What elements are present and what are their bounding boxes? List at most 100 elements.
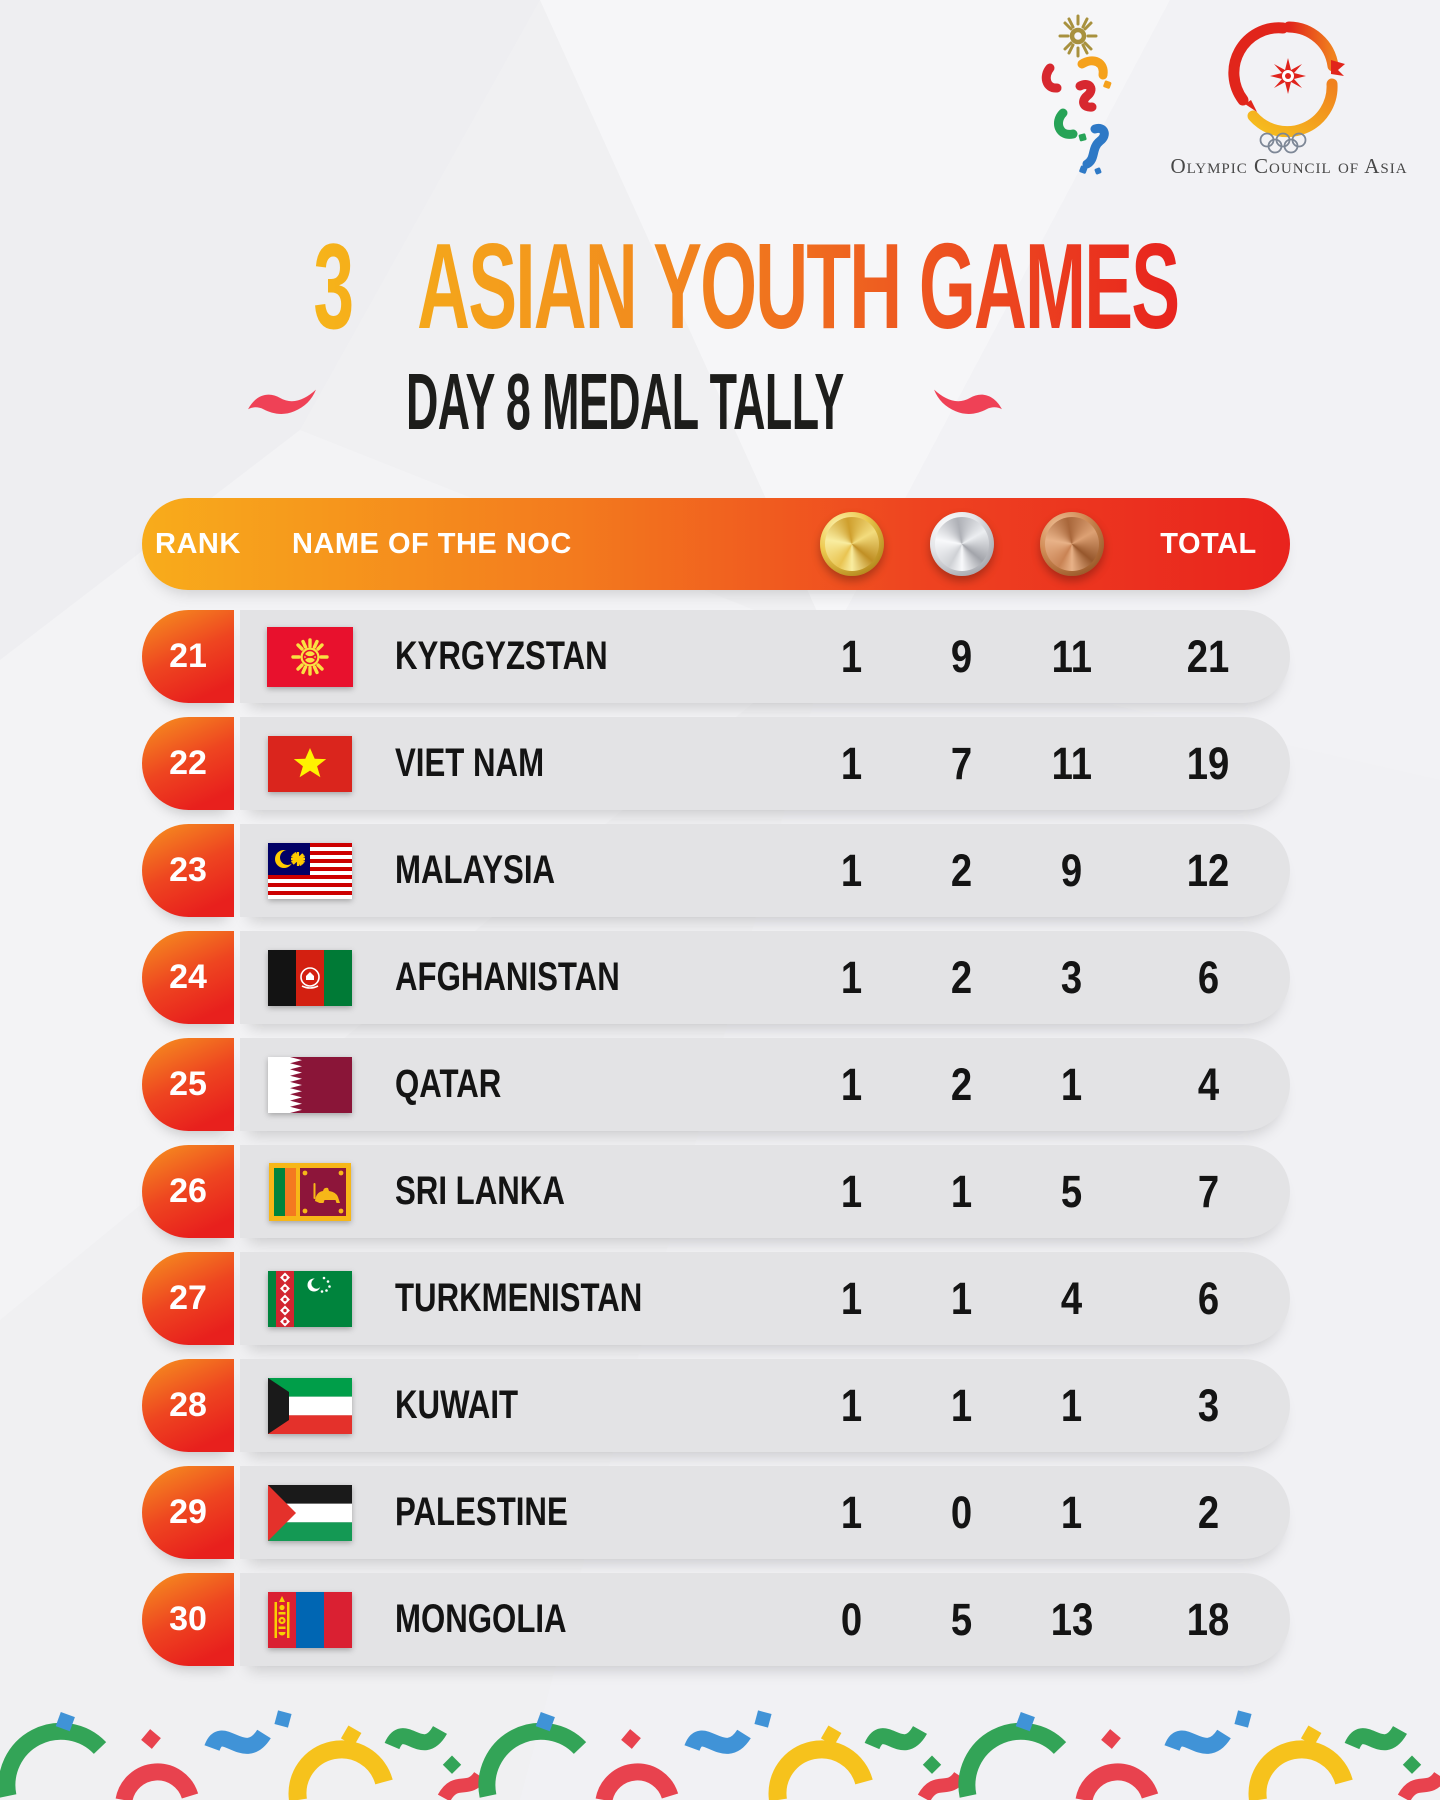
- bronze-count: 1: [1061, 1486, 1083, 1538]
- silver-count: 2: [951, 951, 973, 1003]
- total-count: 21: [1187, 630, 1230, 682]
- noc-name: MONGOLIA: [395, 1597, 567, 1641]
- bronze-count: 11: [1051, 630, 1093, 682]
- row-background: [240, 1038, 1290, 1131]
- asian-youth-games-emblem-icon: [1041, 14, 1112, 175]
- total-count: 18: [1187, 1593, 1230, 1645]
- row-background: [240, 1359, 1290, 1452]
- silver-count: 2: [951, 1058, 973, 1110]
- subtitle: DAY 8 MEDAL TALLY: [406, 357, 844, 446]
- table-row: 24 AFGHANISTAN 1 2 3 6: [142, 931, 1290, 1024]
- gold-count: 1: [841, 1486, 863, 1538]
- rank-badge: 23: [142, 824, 234, 917]
- gold-medal-icon: [820, 512, 884, 576]
- total-count: 12: [1187, 844, 1230, 896]
- gold-count: 1: [841, 1379, 863, 1431]
- row-background: [240, 1252, 1290, 1345]
- table-row: 28 KUWAIT 1 1 1 3: [142, 1359, 1290, 1452]
- silver-count: 1: [951, 1272, 973, 1324]
- confetti-border: [0, 1682, 1440, 1800]
- total-count: 19: [1187, 737, 1230, 789]
- table-row: 26 SRI LANKA 1 1 5 7: [142, 1145, 1290, 1238]
- page-title: 3RD ASIAN YOUTH GAMES: [313, 207, 1179, 354]
- total-count: 3: [1197, 1379, 1220, 1431]
- rank-badge: 24: [142, 931, 234, 1024]
- flag-mongolia-icon: [240, 1573, 380, 1666]
- gold-count: 0: [841, 1593, 863, 1645]
- row-background: [240, 1145, 1290, 1238]
- silver-count: 5: [951, 1593, 973, 1645]
- oca-logo: Olympic Council of Asia: [1163, 20, 1415, 180]
- row-background: [240, 1466, 1290, 1559]
- rank-column-header: RANK: [155, 527, 241, 560]
- noc-column-header: NAME OF THE NOC: [292, 527, 572, 560]
- table-row: 27: [142, 1252, 1290, 1345]
- flag-kyrgyzstan-icon: [240, 610, 380, 703]
- row-background: [240, 717, 1290, 810]
- table-row: 21 KYRGYZSTAN 1 9 11 21: [142, 610, 1290, 703]
- bronze-count: 11: [1051, 737, 1093, 789]
- gold-count: 1: [841, 630, 863, 682]
- row-background: [240, 931, 1290, 1024]
- total-count: 7: [1197, 1165, 1220, 1217]
- rank-badge: 22: [142, 717, 234, 810]
- red-swoosh-right-icon: [934, 389, 1003, 414]
- table-row: 22 VIET NAM 1 7 11 19: [142, 717, 1290, 810]
- flag-kuwait-icon: [240, 1359, 380, 1452]
- silver-count: 0: [951, 1486, 973, 1538]
- bronze-count: 13: [1050, 1593, 1094, 1645]
- oca-caption: Olympic Council of Asia: [1170, 154, 1408, 178]
- rank-badge: 27: [142, 1252, 234, 1345]
- bronze-count: 4: [1061, 1272, 1083, 1324]
- total-count: 4: [1197, 1058, 1220, 1110]
- table-header: RANK NAME OF THE NOC TOTAL: [142, 498, 1290, 590]
- oca-dragon-swirl-icon: [1228, 21, 1345, 138]
- title-ordinal: RD: [352, 207, 399, 270]
- gold-count: 1: [841, 1272, 863, 1324]
- red-swoosh-left-icon: [247, 389, 316, 414]
- row-background: [240, 1573, 1290, 1666]
- table-row: 30 MONGOLIA 0 5 13 18: [142, 1573, 1290, 1666]
- gold-count: 1: [841, 1058, 863, 1110]
- bronze-count: 3: [1061, 951, 1083, 1003]
- rank-badge: 21: [142, 610, 234, 703]
- flag-palestine-icon: [240, 1466, 380, 1559]
- rank-badge: 25: [142, 1038, 234, 1131]
- silver-count: 7: [951, 737, 973, 789]
- subtitle-row: DAY 8 MEDAL TALLY: [25, 362, 1225, 442]
- table-row: 25 QATAR 1 2 1 4: [142, 1038, 1290, 1131]
- flag-turkmenistan-icon: [240, 1252, 380, 1345]
- row-background: [240, 610, 1290, 703]
- flag-afghanistan-icon: [240, 931, 380, 1024]
- flag-malaysia-icon: [240, 824, 380, 917]
- total-count: 2: [1197, 1486, 1220, 1538]
- total-count: 6: [1197, 1272, 1220, 1324]
- table-row: 29 PALESTINE 1 0 1 2: [142, 1466, 1290, 1559]
- silver-count: 1: [951, 1165, 973, 1217]
- noc-name: QATAR: [395, 1062, 502, 1106]
- noc-name: MALAYSIA: [395, 848, 556, 892]
- bronze-count: 5: [1061, 1165, 1083, 1217]
- silver-count: 2: [951, 844, 973, 896]
- noc-name: AFGHANISTAN: [395, 955, 620, 999]
- flag-qatar-icon: [240, 1038, 380, 1131]
- noc-name: KUWAIT: [395, 1383, 519, 1427]
- noc-name: VIET NAM: [395, 741, 545, 785]
- noc-name: TURKMENISTAN: [395, 1276, 643, 1320]
- noc-name: SRI LANKA: [395, 1169, 565, 1213]
- gold-count: 1: [841, 844, 863, 896]
- noc-name: KYRGYZSTAN: [395, 634, 608, 678]
- total-column-header: TOTAL: [1160, 527, 1257, 560]
- gold-count: 1: [841, 737, 863, 789]
- flag-vietnam-icon: [240, 717, 380, 810]
- rank-badge: 30: [142, 1573, 234, 1666]
- row-background: [240, 824, 1290, 917]
- silver-count: 9: [951, 630, 973, 682]
- gold-count: 1: [841, 1165, 863, 1217]
- rank-badge: 28: [142, 1359, 234, 1452]
- bronze-count: 1: [1061, 1379, 1083, 1431]
- rank-badge: 26: [142, 1145, 234, 1238]
- silver-count: 1: [951, 1379, 973, 1431]
- rank-badge: 29: [142, 1466, 234, 1559]
- olympic-rings-icon: [1259, 132, 1307, 154]
